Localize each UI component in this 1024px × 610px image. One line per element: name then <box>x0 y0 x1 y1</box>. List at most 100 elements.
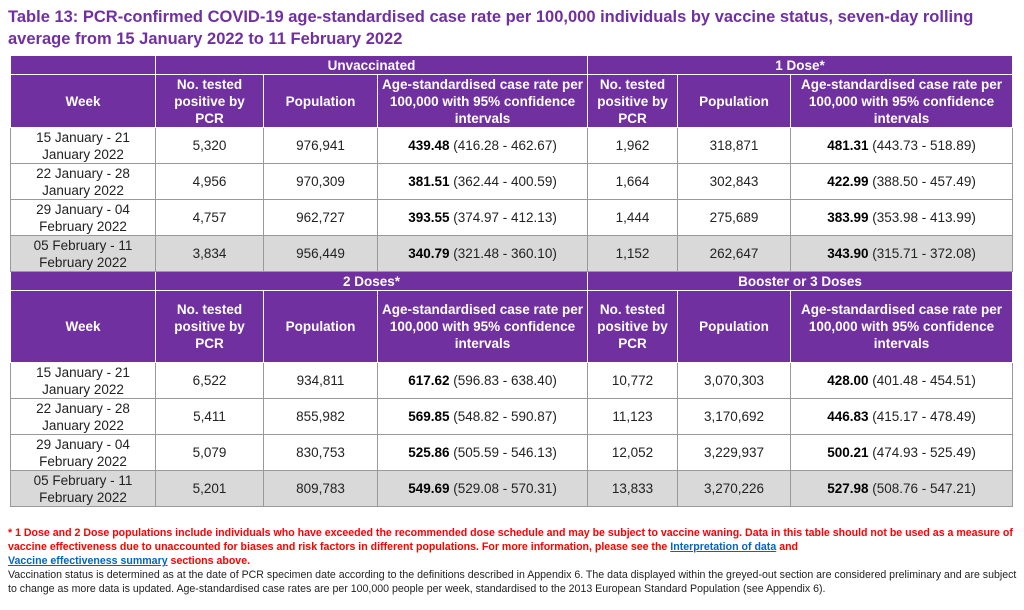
table-row: 22 January - 28 January 2022 4,956 970,309… <box>10 163 1014 200</box>
column-header-tested: No. tested positive by PCR <box>155 290 264 363</box>
column-header-rate: Age-standardised case rate per 100,000 w… <box>790 74 1014 128</box>
tested-cell: 1,152 <box>587 235 679 272</box>
rate-cell: 340.79 (321.48 - 360.10) <box>376 235 589 272</box>
population-cell: 302,843 <box>677 163 792 200</box>
population-cell: 855,982 <box>263 398 378 435</box>
confidence-interval: (596.83 - 638.40) <box>453 373 557 388</box>
rate-value: 446.83 <box>827 409 869 424</box>
group-header-row: 2 Doses* Booster or 3 Doses <box>10 271 1014 291</box>
rate-value: 393.55 <box>408 210 450 225</box>
column-header-row: Week No. tested positive by PCR Population… <box>10 290 1014 363</box>
population-cell: 3,270,226 <box>677 470 792 507</box>
group-header: Booster or 3 Doses <box>587 271 1014 291</box>
rate-value: 527.98 <box>827 481 869 496</box>
group-label: 2 Doses* <box>342 273 401 289</box>
header-blank <box>10 55 156 75</box>
table-row: 05 February - 11 February 2022 3,834 956,4… <box>10 235 1014 272</box>
confidence-interval: (443.73 - 518.89) <box>872 138 976 153</box>
rate-cell: 428.00 (401.48 - 454.51) <box>790 362 1014 399</box>
rate-value: 383.99 <box>827 210 869 225</box>
rate-cell: 446.83 (415.17 - 478.49) <box>790 398 1014 435</box>
tested-cell: 13,833 <box>587 470 679 507</box>
population-cell: 262,647 <box>677 235 792 272</box>
column-header-rate: Age-standardised case rate per 100,000 w… <box>376 290 589 363</box>
week-cell: 22 January - 28 January 2022 <box>10 163 156 200</box>
rate-value: 500.21 <box>827 445 869 460</box>
tested-cell: 5,320 <box>155 127 264 164</box>
tested-cell: 1,664 <box>587 163 679 200</box>
group-header: Unvaccinated <box>154 55 589 75</box>
population-cell: 976,941 <box>263 127 378 164</box>
column-header-population: Population <box>263 74 378 128</box>
column-header-tested: No. tested positive by PCR <box>587 290 679 363</box>
rate-value: 439.48 <box>408 138 450 153</box>
confidence-interval: (362.44 - 400.59) <box>453 174 557 189</box>
rate-cell: 549.69 (529.08 - 570.31) <box>376 470 589 507</box>
confidence-interval: (315.71 - 372.08) <box>872 246 976 261</box>
population-cell: 934,811 <box>263 362 378 399</box>
week-cell: 05 February - 11 February 2022 <box>10 470 156 507</box>
rate-cell: 383.99 (353.98 - 413.99) <box>790 199 1014 236</box>
tested-cell: 1,962 <box>587 127 679 164</box>
column-header-week: Week <box>10 290 156 363</box>
confidence-interval: (529.08 - 570.31) <box>453 481 557 496</box>
table-row: 29 January - 04 February 2022 5,079 830,75… <box>10 434 1014 471</box>
population-cell: 809,783 <box>263 470 378 507</box>
tested-cell: 5,411 <box>155 398 264 435</box>
rate-value: 428.00 <box>827 373 869 388</box>
column-header-population: Population <box>677 290 792 363</box>
rate-cell: 617.62 (596.83 - 638.40) <box>376 362 589 399</box>
column-header-week: Week <box>10 74 156 128</box>
group-label: Unvaccinated <box>327 57 416 73</box>
rate-cell: 481.31 (443.73 - 518.89) <box>790 127 1014 164</box>
rate-cell: 343.90 (315.71 - 372.08) <box>790 235 1014 272</box>
column-header-row: Week No. tested positive by PCR Population… <box>10 74 1014 128</box>
population-cell: 318,871 <box>677 127 792 164</box>
header-blank <box>10 271 156 291</box>
population-cell: 830,753 <box>263 434 378 471</box>
tested-cell: 12,052 <box>587 434 679 471</box>
rate-value: 381.51 <box>408 174 450 189</box>
rate-value: 340.79 <box>408 246 450 261</box>
interpretation-of-data-link[interactable]: Interpretation of data <box>670 541 777 553</box>
rate-value: 549.69 <box>408 481 450 496</box>
group-header-row: Unvaccinated 1 Dose* <box>10 55 1014 75</box>
week-cell: 29 January - 04 February 2022 <box>10 199 156 236</box>
rate-cell: 393.55 (374.97 - 412.13) <box>376 199 589 236</box>
confidence-interval: (505.59 - 546.13) <box>453 445 557 460</box>
confidence-interval: (388.50 - 457.49) <box>872 174 976 189</box>
group-header: 2 Doses* <box>154 271 589 291</box>
table-row: 22 January - 28 January 2022 5,411 855,982… <box>10 398 1014 435</box>
column-header-population: Population <box>677 74 792 128</box>
rate-cell: 381.51 (362.44 - 400.59) <box>376 163 589 200</box>
column-header-rate: Age-standardised case rate per 100,000 w… <box>790 290 1014 363</box>
column-header-tested: No. tested positive by PCR <box>587 74 679 128</box>
vaccination-status-note: Vaccination status is determined as at t… <box>8 569 1017 595</box>
rate-cell: 422.99 (388.50 - 457.49) <box>790 163 1014 200</box>
population-cell: 3,070,303 <box>677 362 792 399</box>
week-cell: 15 January - 21 January 2022 <box>10 127 156 164</box>
rate-value: 617.62 <box>408 373 450 388</box>
rate-cell: 527.98 (508.76 - 547.21) <box>790 470 1014 507</box>
case-rate-table: Unvaccinated 1 Dose* Week No. tested positi… <box>10 55 1014 507</box>
rate-cell: 525.86 (505.59 - 546.13) <box>376 434 589 471</box>
population-cell: 275,689 <box>677 199 792 236</box>
confidence-interval: (321.48 - 360.10) <box>453 246 557 261</box>
confidence-interval: (353.98 - 413.99) <box>872 210 976 225</box>
confidence-interval: (548.82 - 590.87) <box>453 409 557 424</box>
population-cell: 962,727 <box>263 199 378 236</box>
confidence-interval: (416.28 - 462.67) <box>453 138 557 153</box>
table-row: 15 January - 21 January 2022 5,320 976,941… <box>10 127 1014 164</box>
week-cell: 22 January - 28 January 2022 <box>10 398 156 435</box>
tested-cell: 1,444 <box>587 199 679 236</box>
rate-value: 343.90 <box>827 246 869 261</box>
week-cell: 05 February - 11 February 2022 <box>10 235 156 272</box>
column-header-population: Population <box>263 290 378 363</box>
vaccine-effectiveness-summary-link[interactable]: Vaccine effectiveness summary <box>8 555 168 567</box>
table-row: 05 February - 11 February 2022 5,201 809,7… <box>10 470 1014 507</box>
column-header-tested: No. tested positive by PCR <box>155 74 264 128</box>
table-row: 15 January - 21 January 2022 6,522 934,811… <box>10 362 1014 399</box>
group-label: Booster or 3 Doses <box>738 273 862 289</box>
rate-value: 569.85 <box>408 409 450 424</box>
tested-cell: 10,772 <box>587 362 679 399</box>
